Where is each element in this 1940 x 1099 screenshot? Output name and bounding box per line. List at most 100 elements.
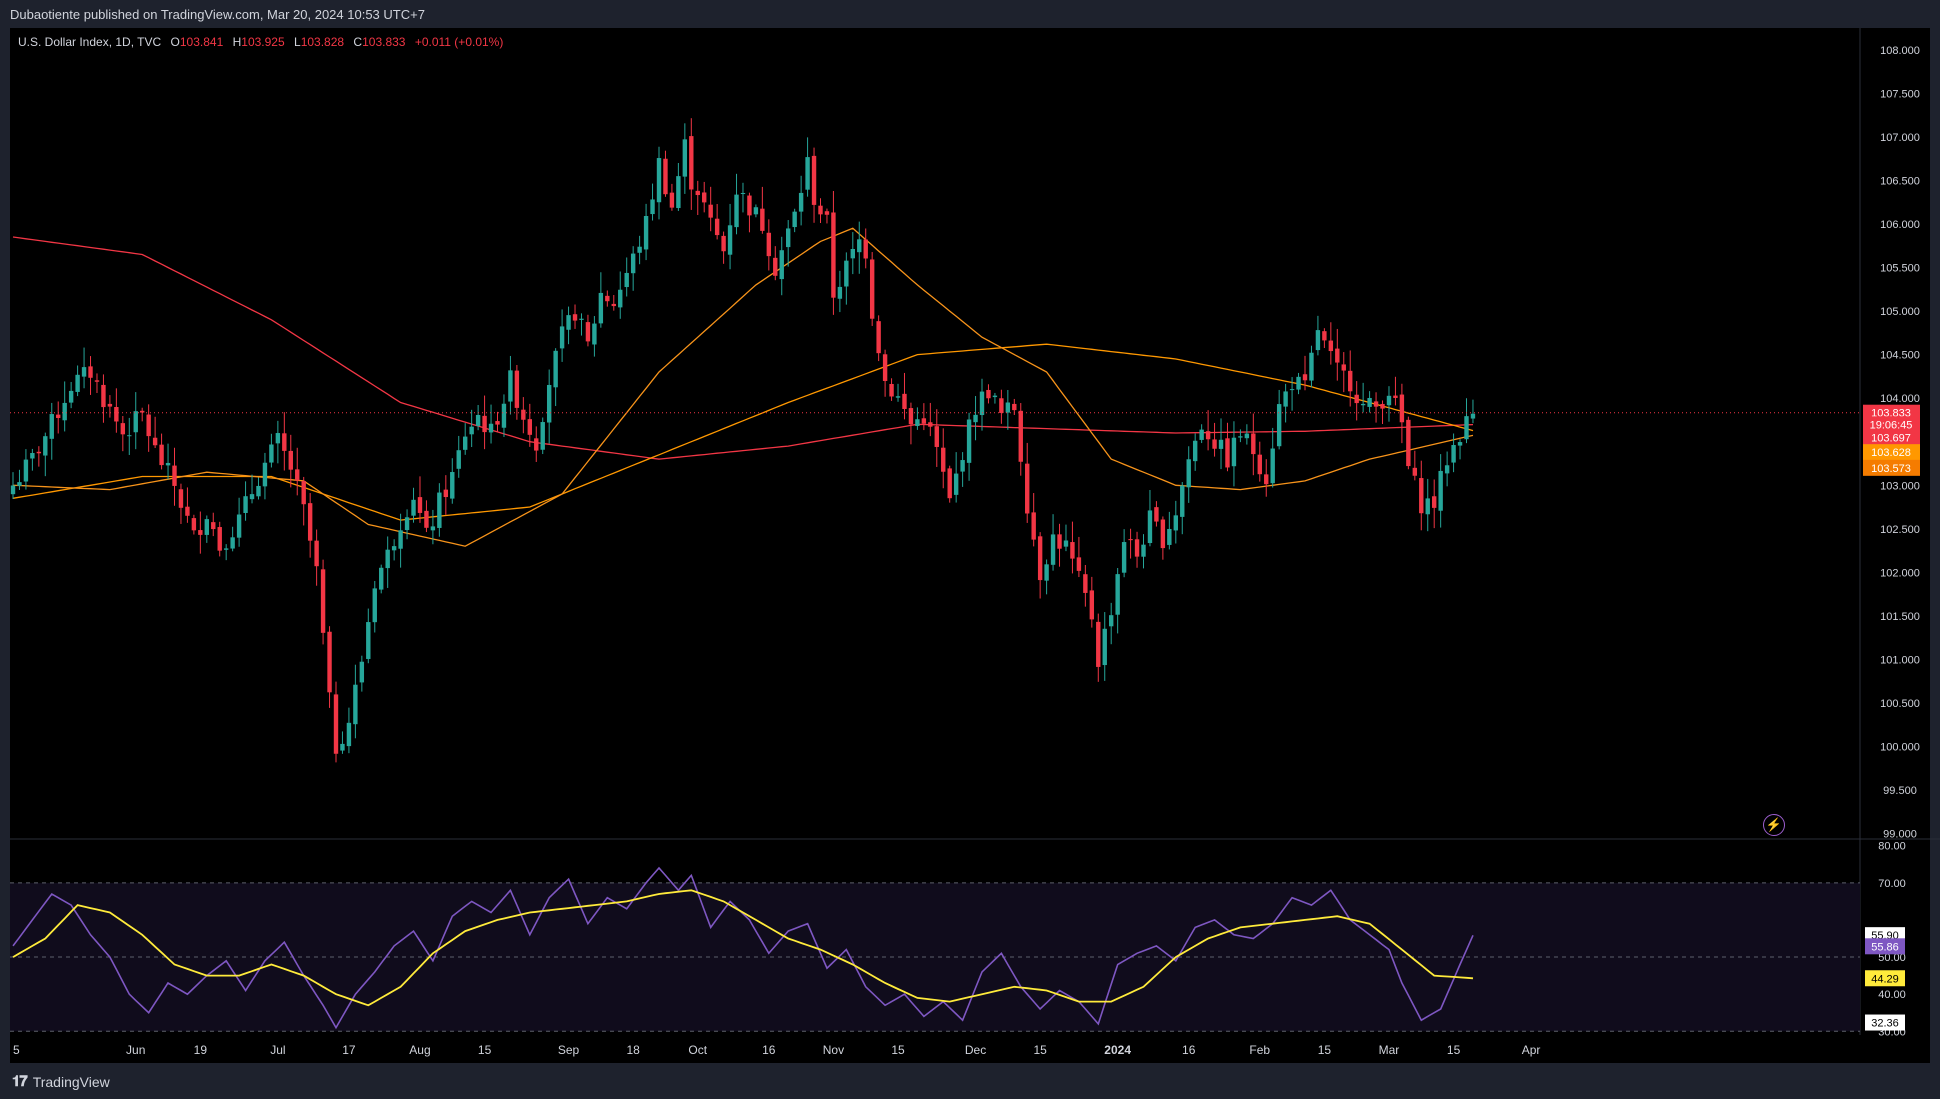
candle-up bbox=[1141, 544, 1146, 557]
time-tick-label: 15 bbox=[891, 1043, 905, 1057]
candle-up bbox=[223, 548, 229, 550]
candle-up bbox=[1199, 429, 1204, 440]
rsi-tick-label: 50.00 bbox=[1878, 952, 1906, 964]
candle-down bbox=[708, 204, 713, 218]
price-tick-label: 106.000 bbox=[1880, 219, 1920, 231]
candle-down bbox=[1335, 348, 1340, 363]
candle-down bbox=[211, 522, 216, 530]
candle-down bbox=[773, 257, 778, 276]
candle-up bbox=[501, 403, 507, 428]
candle-up bbox=[734, 194, 739, 228]
candle-down bbox=[1096, 621, 1101, 667]
candle-down bbox=[1354, 394, 1359, 404]
candle-down bbox=[1341, 364, 1346, 371]
candle-up bbox=[992, 395, 998, 398]
candle-down bbox=[159, 444, 164, 466]
candle-down bbox=[882, 354, 888, 381]
candle-down bbox=[702, 192, 707, 203]
candle-down bbox=[307, 503, 313, 541]
candle-up bbox=[960, 460, 965, 472]
rsi-ma-line bbox=[12, 889, 1474, 1007]
candle-down bbox=[1432, 496, 1437, 508]
candle-down bbox=[695, 190, 700, 196]
candle-down bbox=[527, 419, 532, 435]
candle-up bbox=[1180, 485, 1185, 517]
brand-label: TradingView bbox=[32, 1073, 110, 1090]
candle-up bbox=[385, 549, 390, 569]
candle-down bbox=[869, 259, 875, 319]
candle-up bbox=[249, 494, 255, 500]
time-tick-label: Jul bbox=[270, 1043, 285, 1057]
price-label: 103.697 bbox=[1871, 432, 1911, 444]
candle-down bbox=[172, 465, 177, 486]
candle-down bbox=[534, 438, 539, 451]
candle-up bbox=[1296, 376, 1301, 390]
price-label: 19:06:45 bbox=[1870, 419, 1913, 431]
candle-up bbox=[1470, 413, 1476, 419]
candle-up bbox=[973, 414, 978, 423]
price-tick-label: 100.500 bbox=[1880, 698, 1920, 710]
candle-up bbox=[682, 139, 688, 177]
time-tick-label: 15 bbox=[1318, 1043, 1332, 1057]
candle-up bbox=[1464, 416, 1469, 440]
candle-up bbox=[1451, 445, 1456, 463]
tradingview-brand[interactable]: 𝟏𝟕 TradingView bbox=[12, 1073, 110, 1090]
candle-down bbox=[663, 158, 668, 195]
candle-up bbox=[456, 450, 461, 469]
time-tick-label: 19 bbox=[194, 1043, 208, 1057]
candle-up bbox=[637, 246, 642, 253]
candle-up bbox=[30, 453, 35, 459]
candle-down bbox=[928, 422, 933, 427]
candle-up bbox=[630, 253, 636, 274]
rsi-label: 32.36 bbox=[1871, 1018, 1899, 1030]
candle-down bbox=[689, 136, 694, 190]
candle-down bbox=[288, 450, 293, 470]
candle-down bbox=[56, 414, 61, 418]
time-tick-label: Apr bbox=[1522, 1043, 1541, 1057]
candle-up bbox=[1457, 442, 1463, 446]
candle-up bbox=[430, 526, 436, 531]
candle-down bbox=[1348, 370, 1353, 392]
lightning-icon[interactable]: ⚡ bbox=[1763, 814, 1785, 836]
price-tick-label: 108.000 bbox=[1880, 45, 1920, 57]
candle-up bbox=[1109, 615, 1114, 627]
publish-bar: Dubaotiente published on TradingView.com… bbox=[0, 0, 1940, 28]
candle-up bbox=[546, 384, 552, 423]
candle-up bbox=[1063, 540, 1069, 547]
candle-down bbox=[831, 212, 836, 298]
price-tick-label: 104.000 bbox=[1880, 393, 1920, 405]
candle-up bbox=[1367, 397, 1372, 407]
candle-up bbox=[676, 176, 681, 209]
candle-down bbox=[1322, 331, 1327, 341]
candle-up bbox=[411, 499, 416, 516]
candle-down bbox=[747, 195, 752, 216]
legend-open: 103.841 bbox=[179, 35, 224, 49]
candle-up bbox=[1231, 437, 1237, 467]
candle-up bbox=[49, 414, 54, 439]
candle-down bbox=[863, 239, 868, 259]
candle-down bbox=[1083, 574, 1088, 593]
publish-info: Dubaotiente published on TradingView.com… bbox=[10, 7, 425, 22]
candle-down bbox=[1089, 590, 1095, 620]
time-tick-label: 5 bbox=[13, 1043, 20, 1057]
candle-up bbox=[1173, 515, 1178, 531]
candle-up bbox=[1315, 330, 1321, 351]
candle-up bbox=[643, 216, 649, 250]
time-tick-label: Mar bbox=[1379, 1043, 1400, 1057]
candle-down bbox=[1128, 539, 1133, 541]
candle-up bbox=[127, 435, 132, 437]
candle-down bbox=[908, 408, 914, 425]
candle-up bbox=[656, 158, 662, 203]
candle-up bbox=[62, 402, 67, 421]
candle-up bbox=[43, 436, 48, 456]
candle-up bbox=[346, 722, 352, 747]
candle-up bbox=[469, 426, 474, 435]
candle-down bbox=[714, 218, 720, 236]
candle-down bbox=[1302, 374, 1308, 381]
price-label-box bbox=[1863, 459, 1920, 476]
candle-up bbox=[475, 414, 481, 426]
candle-up bbox=[579, 318, 584, 320]
candle-up bbox=[269, 444, 274, 463]
candle-up bbox=[966, 419, 972, 463]
